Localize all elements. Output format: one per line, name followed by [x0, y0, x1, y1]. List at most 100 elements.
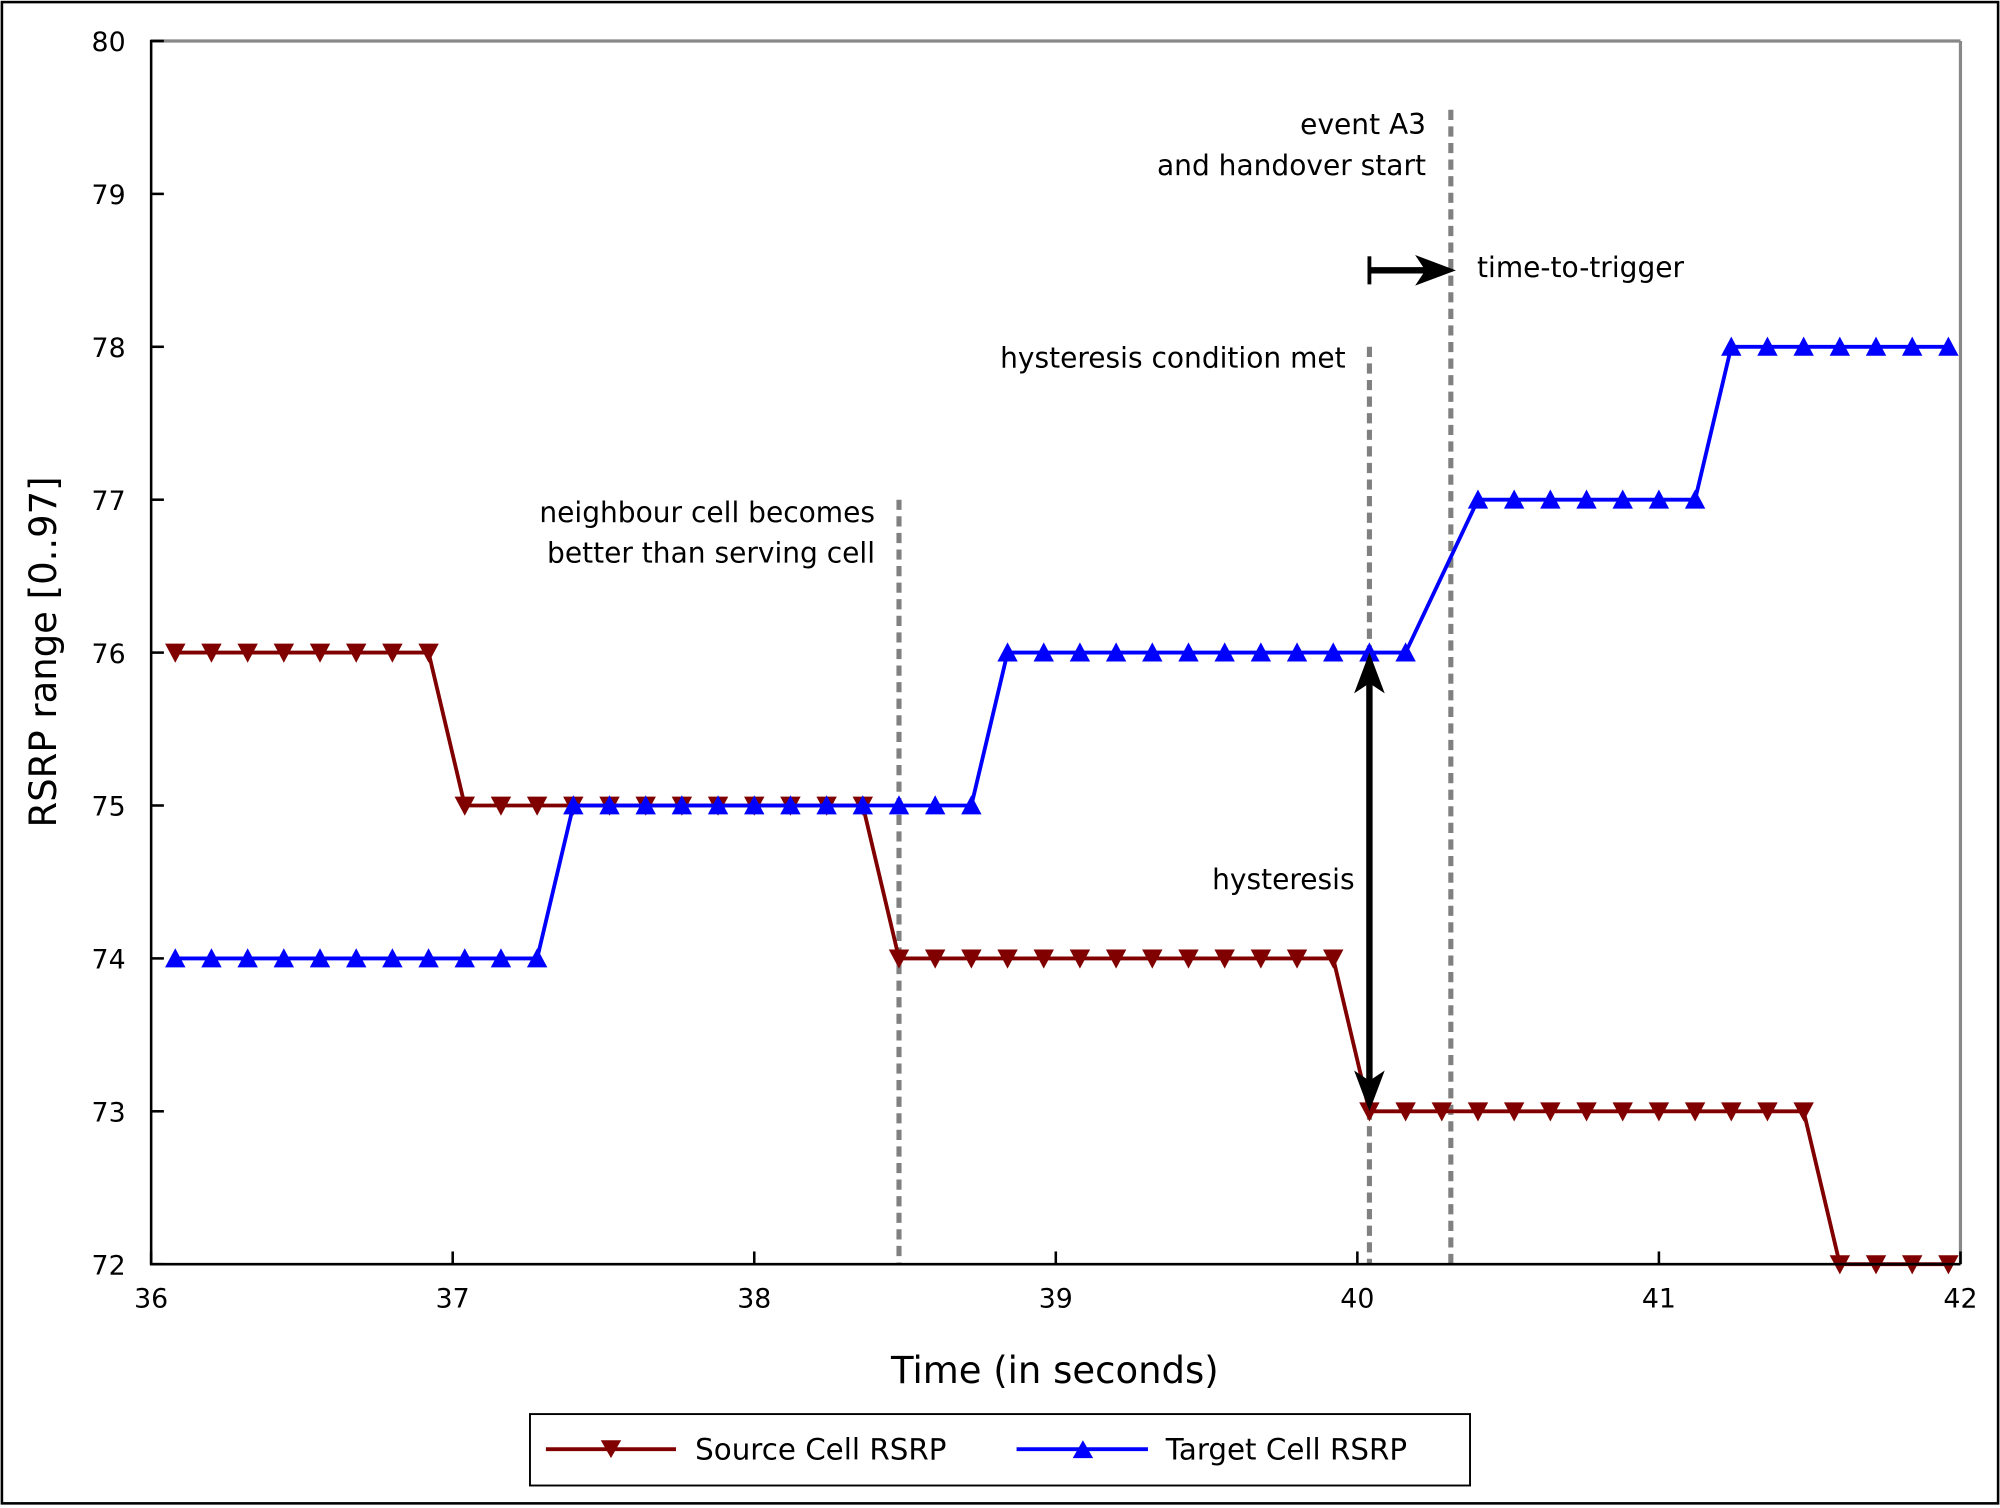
target-data-point	[165, 948, 186, 968]
target-data-point	[780, 795, 801, 815]
source-data-point	[1214, 949, 1235, 969]
target-data-point	[744, 795, 765, 815]
source-data-point	[1576, 1102, 1597, 1122]
source-data-point	[1467, 1102, 1489, 1122]
x-tick-label: 42	[1943, 1284, 1977, 1315]
target-data-point	[1178, 642, 1199, 662]
y-tick-label: 73	[92, 1098, 126, 1129]
target-data-point	[635, 795, 656, 815]
target-data-point	[1286, 642, 1308, 662]
target-data-point	[1829, 336, 1851, 356]
event-a3-annotation-line2: and handover start	[1157, 149, 1426, 182]
y-tick-label: 79	[92, 180, 126, 211]
target-data-point	[1395, 642, 1416, 662]
source-data-point	[309, 643, 331, 663]
series-line-source	[175, 650, 1949, 1267]
y-tick-label: 77	[92, 486, 126, 517]
source-data-point	[1721, 1102, 1742, 1122]
series-group	[165, 336, 1959, 1275]
hysteresis-met-annotation: hysteresis condition met	[1000, 342, 1346, 375]
target-data-point	[1865, 336, 1887, 356]
source-data-point	[273, 643, 295, 663]
source-data-point	[888, 949, 910, 969]
target-data-point	[1214, 642, 1235, 662]
source-data-point	[1069, 949, 1091, 969]
target-data-point	[816, 795, 837, 815]
target-data-point	[888, 795, 910, 815]
target-data-point	[418, 948, 439, 968]
legend-box	[529, 1413, 1471, 1487]
target-data-point	[563, 795, 584, 815]
source-data-point	[1359, 1102, 1380, 1122]
target-data-point	[1503, 489, 1525, 509]
source-data-point	[1395, 1102, 1416, 1122]
target-data-point	[1938, 336, 1959, 356]
target-data-point	[1540, 489, 1561, 509]
y-tick-label: 72	[92, 1250, 126, 1281]
target-data-point	[1684, 489, 1706, 509]
target-data-point	[237, 948, 258, 968]
x-tick-label: 40	[1340, 1284, 1374, 1315]
x-tick-label: 36	[134, 1284, 168, 1315]
target-data-point	[1142, 642, 1163, 662]
source-data-point	[345, 643, 367, 663]
source-data-point	[1684, 1102, 1706, 1122]
source-data-point	[1648, 1102, 1670, 1122]
target-data-point	[1250, 642, 1272, 662]
source-data-point	[1323, 949, 1344, 969]
x-tick-label: 41	[1642, 1284, 1676, 1315]
annotation-arrows	[1354, 255, 1456, 1112]
x-tick-label: 38	[737, 1284, 771, 1315]
target-data-point	[526, 948, 548, 968]
target-data-point	[671, 795, 693, 815]
source-data-point	[201, 643, 222, 663]
target-data-point	[961, 795, 982, 815]
neighbour-annotation-line1: neighbour cell becomes	[539, 496, 875, 529]
source-data-point	[1757, 1102, 1778, 1122]
target-data-point	[1576, 489, 1597, 509]
source-data-point	[997, 949, 1018, 969]
source-data-point	[1178, 949, 1199, 969]
source-data-point	[490, 796, 512, 816]
target-data-point	[345, 948, 367, 968]
legend-source-label: Source Cell RSRP	[695, 1432, 946, 1466]
target-data-point	[382, 948, 403, 968]
y-axis-label: RSRP range [0..97]	[22, 476, 65, 827]
x-axis-label: Time (in seconds)	[890, 1349, 1219, 1392]
target-data-point	[852, 795, 874, 815]
legend: Source Cell RSRP Target Cell RSRP	[529, 1413, 1471, 1487]
y-tick-label: 76	[92, 639, 126, 670]
target-data-point	[1648, 489, 1670, 509]
target-data-point	[1323, 642, 1344, 662]
source-data-point	[1105, 949, 1127, 969]
target-data-point	[1359, 642, 1380, 662]
source-data-point	[1612, 1102, 1633, 1122]
source-data-point	[924, 949, 946, 969]
target-data-point	[1069, 642, 1091, 662]
target-data-point	[1105, 642, 1127, 662]
time-to-trigger-annotation: time-to-trigger	[1477, 251, 1684, 284]
target-data-point	[1612, 489, 1633, 509]
x-tick-label: 39	[1039, 1284, 1073, 1315]
y-tick-label: 80	[92, 27, 126, 58]
target-data-point	[1757, 336, 1778, 356]
hysteresis-arrow-head-up	[1354, 652, 1385, 694]
target-data-point	[1467, 489, 1489, 509]
target-data-point	[309, 948, 331, 968]
source-data-point	[1286, 949, 1308, 969]
target-data-point	[707, 795, 729, 815]
source-data-point	[454, 796, 475, 816]
legend-target-label: Target Cell RSRP	[1165, 1432, 1407, 1466]
target-data-point	[997, 642, 1018, 662]
source-data-point	[1431, 1102, 1452, 1122]
source-data-point	[1793, 1102, 1814, 1122]
source-data-point	[1503, 1102, 1525, 1122]
target-data-point	[1721, 336, 1742, 356]
legend-source-marker	[600, 1440, 622, 1459]
source-data-point	[237, 643, 258, 663]
source-data-point	[1033, 949, 1054, 969]
target-data-point	[924, 795, 946, 815]
event-a3-annotation-line1: event A3	[1300, 108, 1426, 141]
